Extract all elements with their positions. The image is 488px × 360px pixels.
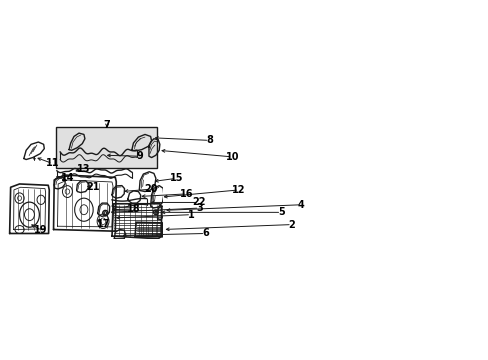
Text: 15: 15 <box>169 174 183 183</box>
Text: 5: 5 <box>277 207 284 217</box>
Text: 11: 11 <box>46 158 59 168</box>
Text: 13: 13 <box>76 165 90 175</box>
Text: 3: 3 <box>196 203 203 213</box>
Text: 2: 2 <box>288 220 295 230</box>
Text: 4: 4 <box>297 200 304 210</box>
Text: 8: 8 <box>205 135 212 145</box>
Text: 6: 6 <box>202 229 208 238</box>
Text: 20: 20 <box>143 184 157 194</box>
Bar <box>56 126 156 168</box>
Text: 10: 10 <box>225 152 239 162</box>
Text: 21: 21 <box>86 181 100 192</box>
Text: 1: 1 <box>187 210 194 220</box>
Text: 9: 9 <box>136 151 143 161</box>
Text: 19: 19 <box>34 225 48 235</box>
Text: 16: 16 <box>180 189 193 199</box>
Text: 12: 12 <box>232 185 245 195</box>
Text: 18: 18 <box>126 204 140 214</box>
Text: 14: 14 <box>61 174 74 183</box>
Text: 17: 17 <box>97 219 110 229</box>
Text: 7: 7 <box>103 120 110 130</box>
Text: 22: 22 <box>192 197 205 207</box>
